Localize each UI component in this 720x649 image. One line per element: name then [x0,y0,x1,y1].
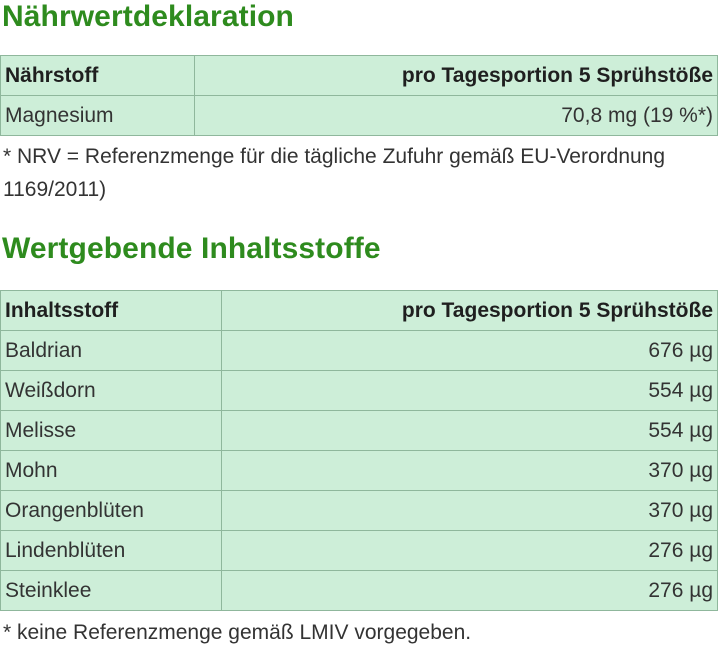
column-header-daily-portion: pro Tagesportion 5 Sprühstöße [194,55,718,96]
nutrition-table: Nährstoff pro Tagesportion 5 Sprühstöße … [0,55,718,136]
ingredient-value: 676 µg [221,330,718,371]
column-header-daily-portion: pro Tagesportion 5 Sprühstöße [221,290,718,331]
ingredient-name: Steinklee [0,570,222,611]
ingredients-footnote: * keine Referenzmenge gemäß LMIV vorgege… [3,621,472,644]
table-header-row: Nährstoff pro Tagesportion 5 Sprühstöße [0,55,718,96]
ingredient-value: 554 µg [221,370,718,411]
ingredient-name: Mohn [0,450,222,491]
table-row: Mohn 370 µg [0,450,718,491]
table-header-row: Inhaltsstoff pro Tagesportion 5 Sprühstö… [0,290,718,331]
ingredient-name: Orangenblüten [0,490,222,531]
ingredients-table: Inhaltsstoff pro Tagesportion 5 Sprühstö… [0,290,718,611]
ingredient-name: Lindenblüten [0,530,222,571]
ingredient-value: 370 µg [221,450,718,491]
ingredient-value: 276 µg [221,530,718,571]
ingredient-value: 276 µg [221,570,718,611]
column-header-nutrient: Nährstoff [0,55,195,96]
table-row: Steinklee 276 µg [0,570,718,611]
nutrition-heading: Nährwertdeklaration [2,0,294,33]
ingredient-value: 554 µg [221,410,718,451]
table-row: Melisse 554 µg [0,410,718,451]
ingredient-name: Weißdorn [0,370,222,411]
nutrient-value: 70,8 mg (19 %*) [194,95,718,136]
nutrition-footnote: * NRV = Referenzmenge für die tägliche Z… [3,145,666,201]
table-row: Baldrian 676 µg [0,330,718,371]
column-header-ingredient: Inhaltsstoff [0,290,222,331]
ingredient-name: Baldrian [0,330,222,371]
ingredients-heading: Wertgebende Inhaltsstoffe [2,232,381,265]
table-row: Lindenblüten 276 µg [0,530,718,571]
table-row: Weißdorn 554 µg [0,370,718,411]
nutrient-name: Magnesium [0,95,195,136]
ingredient-name: Melisse [0,410,222,451]
table-row: Magnesium 70,8 mg (19 %*) [0,95,718,136]
ingredient-value: 370 µg [221,490,718,531]
table-row: Orangenblüten 370 µg [0,490,718,531]
